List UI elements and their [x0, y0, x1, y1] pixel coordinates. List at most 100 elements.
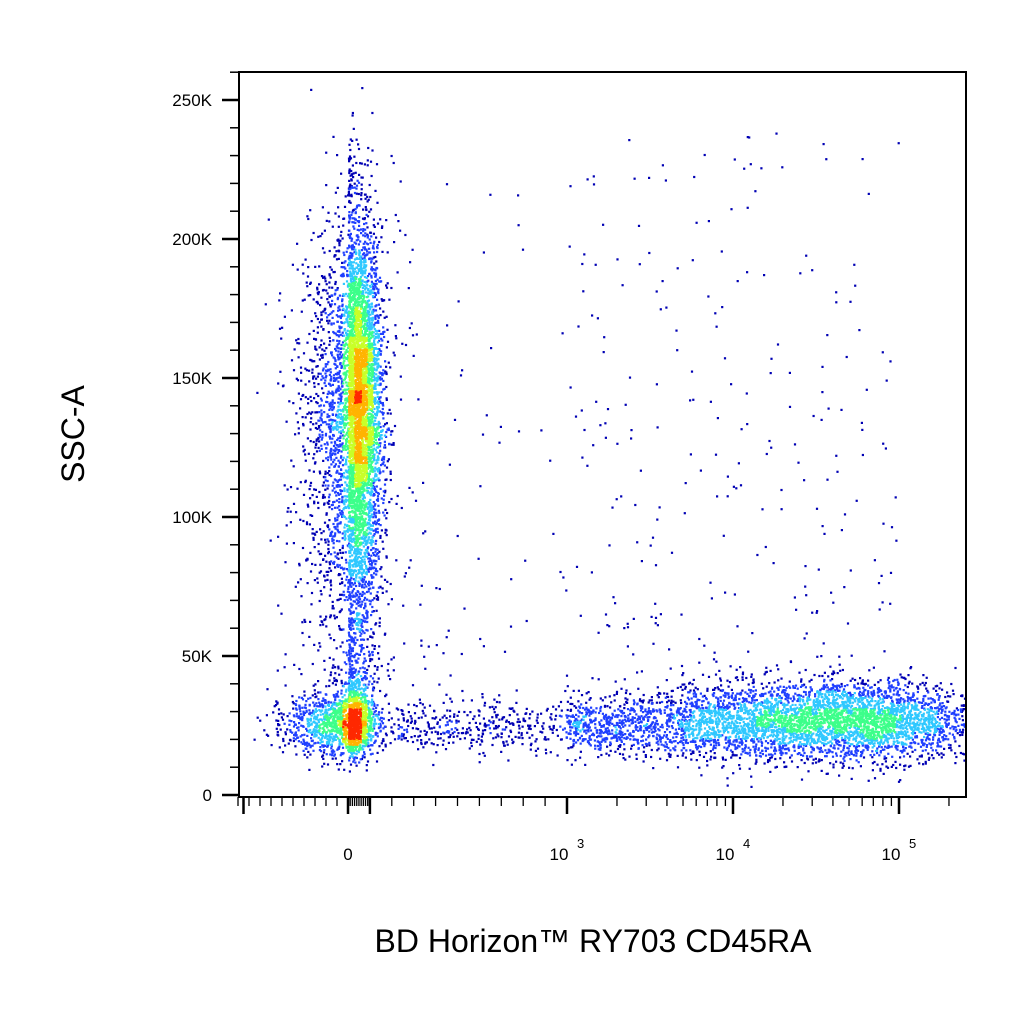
event-dot [335, 250, 338, 253]
event-dot [327, 552, 330, 555]
event-dot [701, 673, 705, 676]
event-dot [350, 576, 353, 580]
event-dot [560, 709, 563, 712]
event-dot [635, 713, 638, 716]
event-dot [714, 673, 718, 676]
event-dot [323, 349, 326, 352]
event-dot [783, 765, 786, 769]
event-dot [371, 650, 374, 654]
event-dot [345, 682, 348, 685]
event-dot [825, 772, 828, 775]
event-dot [632, 699, 635, 702]
event-dot [350, 618, 353, 621]
event-dot [897, 698, 901, 701]
event-dot [358, 601, 361, 604]
event-dot [277, 719, 280, 722]
event-dot [780, 747, 783, 750]
event-dot [337, 385, 340, 388]
event-dot [960, 723, 963, 726]
event-dot [337, 514, 340, 517]
event-dot [404, 737, 407, 740]
event-dot [670, 725, 674, 728]
event-dot [804, 691, 807, 694]
event-dot [331, 682, 334, 685]
event-dot [365, 612, 368, 615]
event-dot [946, 715, 949, 718]
event-dot [340, 692, 343, 695]
event-dot [453, 715, 456, 718]
event-dot [363, 248, 366, 251]
event-dot [306, 557, 309, 560]
event-dot [413, 722, 416, 725]
event-dot [299, 481, 302, 484]
event-dot [344, 260, 347, 263]
event-dot [889, 602, 892, 605]
event-dot [770, 446, 773, 449]
event-dot [943, 734, 946, 737]
event-dot [936, 744, 940, 747]
event-dot [805, 594, 808, 597]
event-dot [277, 723, 280, 726]
event-dot [840, 750, 843, 753]
event-dot [319, 624, 322, 627]
event-dot [599, 742, 602, 745]
event-dot [814, 757, 817, 760]
event-dot [691, 703, 694, 706]
event-dot [937, 709, 940, 713]
event-dot [385, 365, 388, 368]
event-dot [693, 175, 696, 179]
event-dot [648, 176, 651, 179]
event-dot [932, 687, 935, 690]
event-dot [333, 270, 336, 274]
event-dot [913, 699, 916, 702]
event-dot [283, 315, 286, 318]
event-dot [343, 584, 346, 587]
event-dot [326, 316, 329, 319]
event-dot [730, 694, 733, 697]
event-dot [372, 285, 375, 288]
event-dot [387, 702, 390, 705]
event-dot [359, 604, 362, 607]
event-dot [886, 678, 890, 681]
event-dot [256, 391, 259, 394]
event-dot [581, 262, 584, 266]
event-dot [677, 707, 680, 710]
event-dot [512, 740, 515, 743]
event-dot [374, 189, 377, 192]
event-dot [360, 183, 363, 186]
event-dot [783, 691, 786, 695]
event-dot [341, 544, 344, 547]
event-dot [360, 162, 363, 165]
event-dot [374, 520, 377, 523]
event-dot [367, 279, 370, 282]
event-dot [328, 506, 331, 509]
event-dot [343, 661, 346, 664]
event-dot [381, 374, 384, 377]
event-dot [334, 191, 337, 194]
event-dot [750, 701, 753, 705]
event-dot [316, 300, 319, 303]
event-dot [447, 736, 450, 739]
event-dot [354, 756, 357, 759]
event-dot [353, 632, 356, 635]
event-dot [493, 727, 496, 730]
event-dot [316, 365, 319, 368]
event-dot [302, 644, 305, 647]
event-dot [333, 357, 336, 360]
event-dot [808, 755, 812, 758]
event-dot [371, 149, 374, 152]
event-dot [321, 353, 324, 356]
event-dot [902, 745, 905, 748]
event-dot [663, 734, 666, 737]
event-dot [341, 551, 345, 554]
event-dot [840, 408, 843, 411]
event-dot [744, 698, 747, 701]
event-dot [901, 751, 904, 754]
event-dot [859, 765, 862, 768]
event-dot [337, 335, 341, 338]
event-dot [274, 704, 278, 707]
event-dot [832, 670, 835, 673]
event-dot [730, 756, 733, 759]
event-dot [350, 255, 353, 258]
event-dot [831, 755, 835, 758]
